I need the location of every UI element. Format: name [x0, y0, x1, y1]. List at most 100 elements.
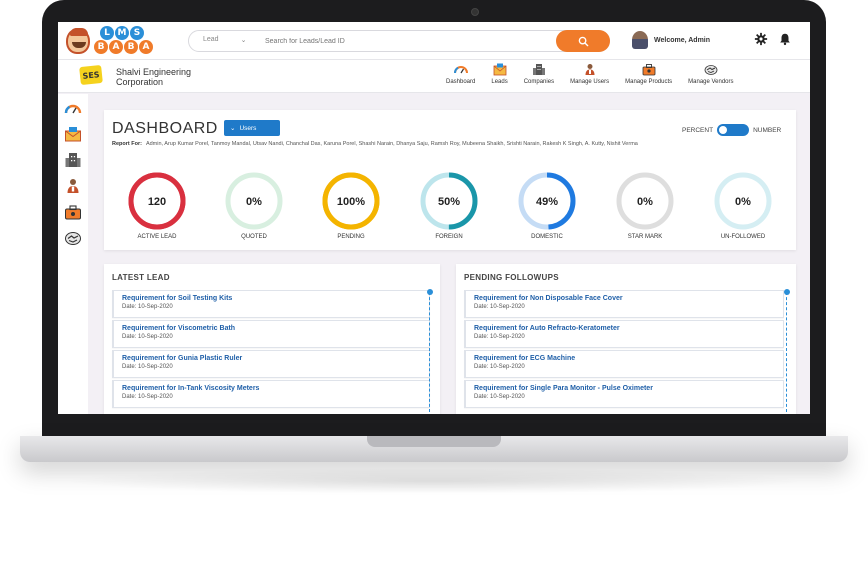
stat-value: 100%	[337, 196, 365, 208]
stat-pending[interactable]: 100% PENDING	[312, 170, 390, 240]
item-title[interactable]: Requirement for Soil Testing Kits	[122, 295, 233, 302]
users-icon[interactable]	[64, 178, 82, 194]
companies-building-icon	[532, 64, 545, 75]
welcome-text: Welcome, Admin	[654, 36, 711, 44]
stat-domestic[interactable]: 49% DOMESTIC	[508, 170, 586, 240]
user-menu[interactable]: Welcome, Admin	[632, 31, 710, 49]
left-sidebar	[58, 94, 88, 414]
item-date: Date: 10-Sep-2020	[474, 364, 525, 370]
panel-title: LATEST LEAD	[112, 273, 170, 282]
stat-active-lead[interactable]: 120 ACTIVE LEAD	[118, 170, 196, 240]
item-title[interactable]: Requirement for Auto Refracto-Keratomete…	[474, 325, 620, 332]
list-item[interactable]: Requirement for Auto Refracto-Keratomete…	[464, 320, 784, 348]
stat-value: 0%	[637, 196, 653, 208]
nav-item-leads[interactable]: Leads	[483, 63, 515, 85]
stat-value: 49%	[536, 196, 558, 208]
logo-letter: S	[130, 26, 144, 40]
item-date: Date: 10-Sep-2020	[474, 334, 525, 340]
stat-star-mark[interactable]: 0% STAR MARK	[606, 170, 684, 240]
nav-item-manage-vendors[interactable]: Manage Vendors	[680, 63, 741, 85]
panel-title: PENDING FOLLOWUPS	[464, 273, 559, 282]
vendors-handshake-icon	[704, 65, 718, 75]
nav-label: Companies	[523, 79, 555, 85]
item-title[interactable]: Requirement for Single Para Monitor - Pu…	[474, 385, 653, 392]
stat-quoted[interactable]: 0% QUOTED	[215, 170, 293, 240]
nav-item-dashboard[interactable]: Dashboard	[438, 63, 483, 85]
stat-ring: 50%	[420, 172, 478, 230]
report-for: Report For: Admin, Arup Kumar Porel, Tanm…	[112, 141, 772, 147]
scroll-handle[interactable]	[784, 289, 790, 295]
logo-letter: A	[109, 40, 123, 54]
nav-item-manage-products[interactable]: Manage Products	[617, 63, 680, 85]
ring-track	[225, 172, 283, 230]
list-item[interactable]: Requirement for Viscometric Bath Date: 10…	[112, 320, 430, 348]
search-icon	[578, 36, 588, 46]
list-item[interactable]: Requirement for Soil Testing Kits Date: 1…	[112, 290, 430, 318]
laptop-notch	[367, 436, 501, 447]
leads-envelope-icon[interactable]	[64, 126, 82, 142]
item-title[interactable]: Requirement for Gunia Plastic Ruler	[122, 355, 243, 362]
avatar	[632, 31, 648, 49]
nav-label: Manage Users	[570, 79, 610, 85]
top-bar: L M S B A B A Lead ⌄ Welcome, Admin	[58, 22, 810, 60]
users-icon	[585, 64, 595, 75]
products-box-icon[interactable]	[64, 204, 82, 220]
vendors-handshake-icon[interactable]	[64, 230, 82, 246]
item-date: Date: 10-Sep-2020	[122, 364, 173, 370]
nav-label: Manage Products	[625, 79, 673, 85]
stat-label: STAR MARK	[627, 234, 663, 240]
item-title[interactable]: Requirement for Non Disposable Face Cove…	[474, 295, 623, 302]
nav-item-companies[interactable]: Companies	[516, 63, 562, 85]
item-date: Date: 10-Sep-2020	[122, 394, 173, 400]
main-nav: Dashboard Leads Companies Manage Users M…	[438, 63, 742, 85]
nav-label: Dashboard	[446, 79, 476, 85]
logo-letter: M	[115, 26, 129, 40]
logo-letter: B	[94, 40, 108, 54]
item-title[interactable]: Requirement for ECG Machine	[474, 355, 576, 362]
stat-value: 120	[148, 196, 166, 208]
list-item[interactable]: Requirement for ECG Machine Date: 10-Sep-…	[464, 350, 784, 378]
scroll-handle[interactable]	[427, 289, 433, 295]
users-filter-button[interactable]: ⌄ Users	[224, 120, 280, 136]
search-input[interactable]	[265, 35, 545, 48]
chevron-down-icon: ⌄	[230, 125, 236, 132]
toggle-label-number: NUMBER	[753, 126, 782, 134]
lms-baba-logo[interactable]: L M S B A B A	[66, 26, 153, 56]
stat-label: ACTIVE LEAD	[137, 234, 177, 240]
nav-item-manage-users[interactable]: Manage Users	[562, 63, 617, 85]
stat-label: UN-FOLLOWED	[720, 234, 766, 240]
stat-value: 50%	[438, 196, 460, 208]
search-button[interactable]	[556, 30, 610, 52]
baba-face-icon	[66, 28, 90, 54]
company-name: Shalvi Engineering Corporation	[116, 67, 192, 87]
search-bar: Lead ⌄	[188, 30, 610, 52]
list-item[interactable]: Requirement for Non Disposable Face Cove…	[464, 290, 784, 318]
products-box-icon	[642, 64, 656, 76]
item-title[interactable]: Requirement for Viscometric Bath	[122, 325, 236, 332]
companies-building-icon[interactable]	[64, 152, 82, 168]
latest-lead-list: Requirement for Soil Testing Kits Date: 1…	[112, 290, 430, 410]
pending-followups-list: Requirement for Non Disposable Face Cove…	[464, 290, 784, 410]
list-item[interactable]: Requirement for In-Tank Viscosity Meters…	[112, 380, 430, 408]
item-title[interactable]: Requirement for In-Tank Viscosity Meters	[122, 385, 260, 392]
stat-label: QUOTED	[241, 234, 267, 240]
logo-letter: L	[100, 26, 114, 40]
dashboard-gauge-icon[interactable]	[64, 100, 82, 116]
gear-icon[interactable]	[754, 32, 768, 46]
percent-number-toggle[interactable]	[717, 124, 750, 136]
stat-ring: 100%	[322, 172, 380, 230]
stat-un-followed[interactable]: 0% UN-FOLLOWED	[704, 170, 782, 240]
bell-icon[interactable]	[778, 32, 792, 46]
stat-foreign[interactable]: 50% FOREIGN	[410, 170, 488, 240]
scrollbar[interactable]	[784, 289, 790, 412]
ring-progress	[518, 172, 576, 230]
list-item[interactable]: Requirement for Single Para Monitor - Pu…	[464, 380, 784, 408]
list-item[interactable]: Requirement for Gunia Plastic Ruler Date:…	[112, 350, 430, 378]
search-type-select[interactable]: Lead ⌄	[203, 36, 246, 44]
scrollbar[interactable]	[427, 289, 433, 412]
item-date: Date: 10-Sep-2020	[122, 334, 173, 340]
camera-icon	[471, 8, 479, 16]
stat-label: DOMESTIC	[531, 234, 563, 240]
logo-row-lms: L M S	[100, 26, 144, 40]
users-filter-label: Users	[239, 124, 257, 132]
